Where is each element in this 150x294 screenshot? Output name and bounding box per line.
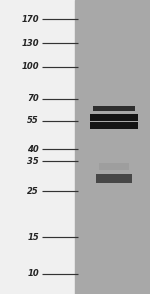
Text: 25: 25	[27, 187, 39, 196]
Text: 15: 15	[27, 233, 39, 242]
Bar	[75, 0, 150, 294]
Bar	[0, 0, 75, 294]
Text: 40: 40	[27, 145, 39, 154]
Bar	[90, 122, 138, 129]
Bar	[90, 114, 138, 121]
Text: 35: 35	[27, 157, 39, 166]
Text: 100: 100	[21, 62, 39, 71]
Text: 10: 10	[27, 269, 39, 278]
Text: 55: 55	[27, 116, 39, 125]
Text: 170: 170	[21, 14, 39, 24]
Text: 130: 130	[21, 39, 39, 48]
Bar	[96, 173, 132, 183]
Text: 70: 70	[27, 94, 39, 103]
Bar	[99, 163, 129, 170]
Bar	[93, 106, 135, 111]
